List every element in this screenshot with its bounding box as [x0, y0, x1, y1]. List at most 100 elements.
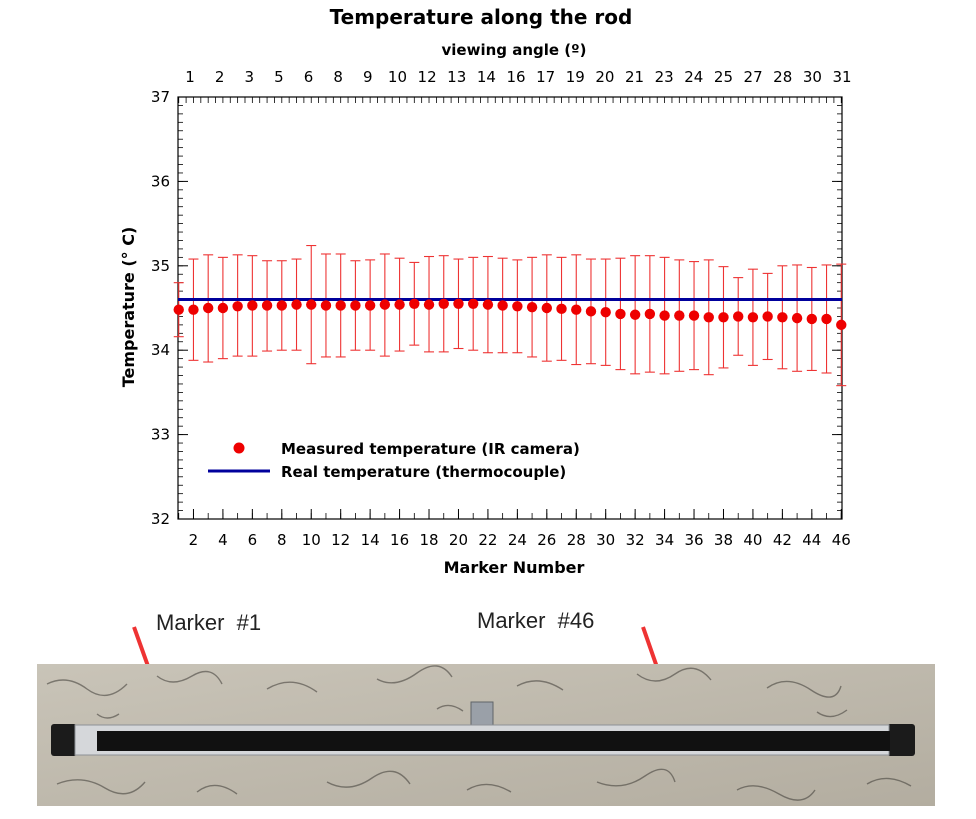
data-point: [836, 319, 847, 331]
x-tick-label: 36: [684, 531, 703, 549]
top-tick-label: 23: [655, 68, 674, 86]
x-tick-label: 8: [277, 531, 287, 549]
top-tick-label: 30: [803, 68, 822, 86]
data-point: [202, 302, 214, 314]
x-tick-label: 12: [331, 531, 350, 549]
data-point: [232, 301, 243, 312]
top-tick-label: 12: [418, 68, 437, 86]
x-tick-label: 40: [743, 531, 762, 549]
data-point: [615, 308, 626, 320]
top-tick-label: 24: [684, 68, 703, 86]
data-point: [350, 300, 361, 311]
data-point: [247, 300, 258, 311]
data-point: [364, 300, 376, 311]
top-tick-label: 21: [625, 68, 644, 86]
temperature-chart: Temperature along the rod viewing angle …: [119, 5, 852, 577]
x-tick-label: 20: [449, 531, 468, 549]
rod-clamp: [470, 701, 494, 727]
data-point: [629, 309, 641, 320]
data-point: [394, 299, 405, 310]
data-point: [541, 302, 553, 314]
top-tick-label: 3: [244, 68, 254, 86]
top-tick-label: 10: [388, 68, 407, 86]
x-tick-label: 14: [361, 531, 380, 549]
data-point: [306, 299, 317, 310]
top-tick-label: 19: [566, 68, 585, 86]
y-tick-label: 33: [151, 426, 170, 444]
marker46-label: Marker #46: [477, 608, 595, 633]
x-tick-label: 42: [773, 531, 792, 549]
top-tick-label: 1: [185, 68, 195, 86]
data-point: [512, 301, 523, 312]
data-point: [718, 312, 729, 323]
legend-label-real: Real temperature (thermocouple): [281, 463, 566, 481]
top-tick-label: 31: [832, 68, 851, 86]
data-point: [571, 304, 582, 315]
x-tick-label: 26: [537, 531, 556, 549]
x-tick-label: 2: [189, 531, 199, 549]
top-tick-label: 5: [274, 68, 284, 86]
countertop-pattern: [46, 665, 912, 801]
y-tick-label: 37: [151, 88, 170, 106]
data-point: [482, 299, 494, 310]
top-axis-label: viewing angle (º): [442, 41, 587, 59]
top-tick-label: 28: [773, 68, 792, 86]
x-tick-label: 46: [832, 531, 851, 549]
top-tick-label: 14: [477, 68, 496, 86]
data-point: [806, 313, 818, 325]
x-tick-label: 4: [218, 531, 228, 549]
y-axis-label: Temperature (° C): [119, 227, 138, 388]
data-point: [777, 312, 788, 323]
legend-label-measured: Measured temperature (IR camera): [281, 440, 580, 458]
data-point: [644, 308, 656, 320]
top-tick-label: 6: [304, 68, 314, 86]
y-tick-label: 35: [151, 257, 170, 275]
x-tick-label: 24: [508, 531, 527, 549]
y-tick-label: 32: [151, 510, 170, 528]
legend: Measured temperature (IR camera) Real te…: [208, 440, 580, 481]
x-tick-label: 18: [419, 531, 438, 549]
data-point: [276, 300, 287, 311]
data-points: [173, 298, 847, 331]
x-tick-label: 38: [714, 531, 733, 549]
data-point: [688, 310, 700, 321]
rod-photo: [37, 664, 935, 806]
data-point: [674, 310, 685, 321]
legend-marker-measured: [233, 442, 245, 454]
data-point: [585, 306, 597, 317]
rod-end-right: [887, 724, 915, 756]
marker1-label: Marker #1: [156, 610, 262, 635]
x-tick-label: 22: [478, 531, 497, 549]
top-tick-label: 17: [536, 68, 555, 86]
data-point: [791, 312, 803, 324]
data-point: [453, 298, 464, 309]
data-point: [217, 302, 229, 314]
x-tick-label: 10: [302, 531, 321, 549]
x-axis-label: Marker Number: [444, 558, 585, 577]
data-point: [821, 313, 832, 325]
x-tick-label: 44: [802, 531, 821, 549]
top-tick-label: 2: [215, 68, 225, 86]
data-point: [173, 304, 184, 315]
data-point: [497, 300, 508, 311]
y-tick-label: 34: [151, 341, 170, 359]
data-point: [291, 299, 302, 310]
x-tick-label: 34: [655, 531, 674, 549]
chart-title: Temperature along the rod: [330, 5, 633, 29]
top-tick-label: 8: [333, 68, 343, 86]
data-point: [600, 307, 611, 318]
y-tick-label: 36: [151, 172, 170, 190]
top-tick-label: 27: [744, 68, 763, 86]
top-tick-label: 16: [506, 68, 525, 86]
data-point: [379, 299, 391, 310]
x-tick-label: 30: [596, 531, 615, 549]
data-point: [703, 312, 714, 323]
data-point: [526, 301, 538, 313]
data-point: [438, 298, 449, 309]
x-tick-label: 32: [626, 531, 645, 549]
data-point: [320, 300, 332, 311]
rod-black-strip: [97, 731, 890, 751]
data-point: [747, 312, 759, 323]
data-point: [556, 303, 567, 315]
